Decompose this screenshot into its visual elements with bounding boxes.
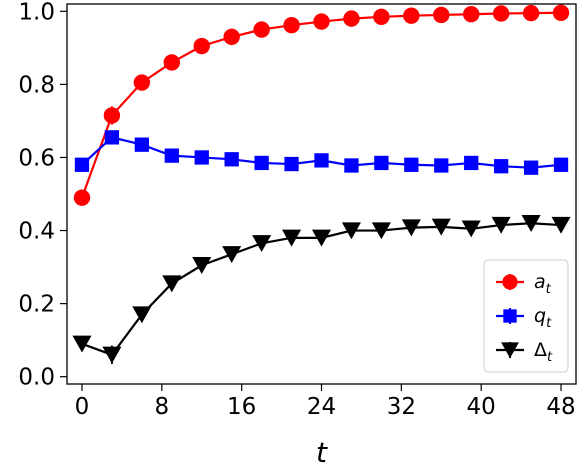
data-point	[491, 216, 511, 234]
data-point	[551, 216, 571, 234]
data-point	[341, 222, 361, 240]
legend-entry: at	[496, 271, 552, 297]
data-point	[134, 137, 150, 152]
data-point	[74, 157, 90, 172]
legend-marker	[502, 274, 518, 290]
series-line	[80, 11, 562, 199]
data-point	[283, 16, 300, 34]
data-point	[282, 229, 302, 247]
series-0	[73, 4, 570, 206]
data-point	[552, 4, 570, 21]
legend-label: Δt	[534, 339, 553, 365]
data-point	[492, 5, 510, 22]
x-tick-label: 40	[467, 394, 496, 420]
data-point	[344, 158, 359, 173]
legend-entry: qt	[496, 305, 552, 331]
data-point	[523, 160, 539, 175]
data-point	[434, 158, 449, 173]
data-point	[403, 7, 420, 24]
axis-ticks: 0 8 16 24 32 40 48 0.0 0.2 0.4 0.6 0.8 1.0	[18, 0, 575, 420]
legend-marker	[503, 309, 517, 323]
data-point	[371, 222, 391, 240]
data-point	[72, 335, 92, 353]
data-point	[431, 218, 451, 236]
data-point	[493, 159, 509, 174]
data-point	[314, 153, 329, 168]
data-point	[194, 150, 209, 165]
data-point	[252, 235, 272, 253]
data-point	[223, 28, 240, 46]
data-point	[433, 6, 450, 24]
data-point	[464, 155, 479, 171]
data-point	[401, 219, 421, 237]
data-point	[463, 6, 480, 23]
data-point	[373, 8, 390, 25]
x-tick-label: 0	[75, 394, 90, 420]
legend: at qt Δt	[483, 259, 569, 373]
data-point	[133, 74, 151, 91]
legend-marker	[501, 342, 519, 359]
y-tick-label: 1.0	[18, 0, 55, 25]
y-tick-label: 0.0	[18, 365, 55, 391]
data-point	[254, 155, 269, 171]
x-tick-label: 24	[307, 394, 336, 420]
data-point	[521, 215, 541, 232]
y-tick-label: 0.8	[18, 72, 55, 98]
data-point	[162, 275, 182, 293]
data-point	[343, 10, 360, 27]
data-point	[132, 306, 152, 324]
data-point	[253, 21, 270, 38]
data-point	[522, 4, 540, 22]
data-point	[102, 346, 122, 364]
data-point	[224, 152, 239, 167]
data-point	[404, 157, 419, 172]
data-point	[163, 54, 180, 71]
series-1	[74, 130, 569, 175]
data-point	[374, 155, 389, 171]
data-point	[313, 13, 330, 30]
x-tick-label: 48	[546, 394, 575, 420]
data-point	[104, 130, 120, 145]
legend-label: qt	[534, 305, 552, 331]
plot-area	[72, 4, 571, 364]
legend-entry: Δt	[496, 339, 553, 365]
data-point	[222, 246, 242, 264]
legend-label: at	[534, 271, 552, 297]
x-tick-label: 8	[154, 394, 169, 420]
data-point	[193, 37, 210, 55]
data-point	[164, 148, 179, 163]
data-point	[73, 189, 91, 206]
y-tick-label: 0.2	[18, 292, 55, 318]
data-point	[461, 220, 481, 238]
x-tick-label: 32	[387, 394, 416, 420]
data-point	[284, 156, 299, 172]
x-tick-label: 16	[227, 394, 256, 420]
data-point	[553, 157, 569, 172]
y-tick-label: 0.6	[18, 145, 55, 171]
data-point	[103, 107, 121, 124]
y-tick-label: 0.4	[18, 219, 55, 245]
data-point	[311, 229, 332, 247]
x-axis-title: t	[316, 436, 328, 469]
data-point	[192, 257, 212, 274]
series-2	[72, 215, 571, 364]
